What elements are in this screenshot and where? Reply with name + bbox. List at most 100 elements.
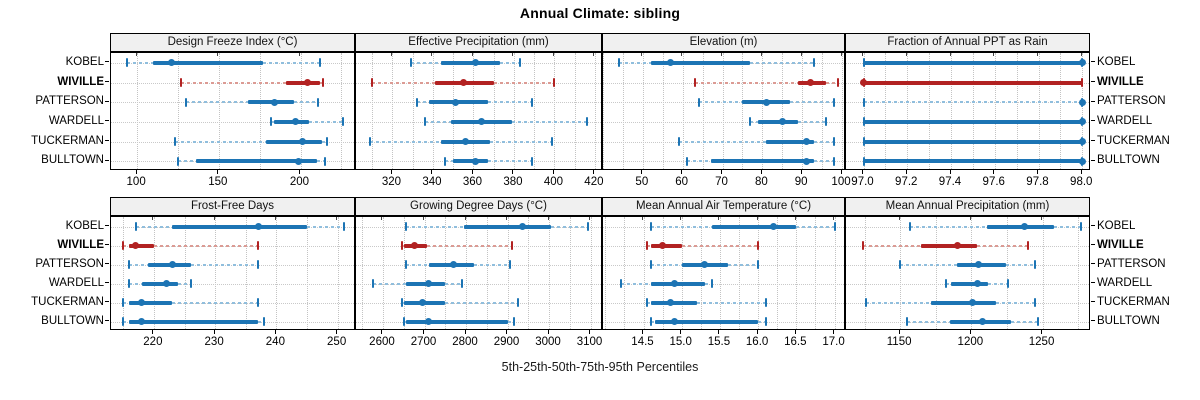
median-dot <box>518 223 526 230</box>
x-gridline <box>603 53 604 169</box>
x-gridline <box>951 53 952 169</box>
median-dot <box>461 138 469 145</box>
whisker-line <box>988 282 1009 285</box>
interquartile-bar <box>710 159 815 164</box>
x-axis-tick <box>512 170 514 174</box>
station-label-right: WARDELL <box>1097 114 1153 127</box>
whisker-cap-high <box>1007 279 1010 288</box>
interquartile-bar <box>172 224 307 229</box>
median-dot <box>425 280 433 287</box>
panel-strip-label: Design Freeze Index (°C) <box>167 36 298 48</box>
interquartile-bar <box>405 319 508 324</box>
station-label-right: PATTERSON <box>1097 257 1166 270</box>
y-axis-tick-left <box>105 301 109 302</box>
x-gridline <box>885 53 887 169</box>
y-axis-tick-right <box>1091 159 1095 161</box>
median-dot <box>138 318 146 325</box>
median-dot <box>168 261 176 268</box>
x-axis-tick-label: 200 <box>289 176 310 188</box>
median-dot <box>973 280 981 287</box>
whisker-line <box>507 320 514 323</box>
x-axis-tick-label: 2600 <box>369 336 395 348</box>
x-gridline <box>153 217 155 329</box>
median-dot <box>418 299 426 306</box>
y-axis-tick-left <box>105 100 109 102</box>
panel-plot <box>845 52 1090 170</box>
whisker-cap-low <box>650 317 653 326</box>
whisker-line <box>424 120 452 123</box>
x-gridline <box>605 217 607 329</box>
x-axis-tick-top <box>680 217 682 220</box>
x-axis-tick <box>547 330 549 334</box>
median-dot <box>666 299 674 306</box>
median-dot <box>667 59 675 67</box>
whisker-line <box>750 120 759 123</box>
x-gridline <box>534 53 536 169</box>
median-dot <box>670 280 678 287</box>
station-label-right: TUCKERMAN <box>1097 295 1170 308</box>
whisker-cap-low <box>617 58 620 68</box>
x-axis-tick-top <box>135 53 137 56</box>
x-axis-tick <box>1037 170 1038 174</box>
whisker-line <box>178 282 191 285</box>
whisker-cap-high <box>263 317 266 326</box>
whisker-line <box>123 301 130 304</box>
whisker-cap-high <box>1037 317 1040 326</box>
x-gridline <box>137 53 139 169</box>
station-label-left: TUCKERMAN <box>31 134 104 147</box>
x-gridline <box>702 53 704 169</box>
x-gridline <box>815 217 817 329</box>
x-axis-tick-label: 16.5 <box>784 336 807 348</box>
y-axis-tick-left <box>105 244 109 245</box>
x-axis-tick <box>506 330 508 334</box>
whisker-line <box>403 320 406 323</box>
station-label-left: KOBEL <box>65 219 104 232</box>
x-gridline <box>642 53 644 169</box>
x-axis-tick <box>298 170 300 174</box>
whisker-cap-low <box>423 117 426 127</box>
whisker-cap-high <box>711 279 714 288</box>
x-axis-tick <box>274 330 276 334</box>
whisker-cap-low <box>400 298 403 307</box>
station-label-right: PATTERSON <box>1097 95 1166 108</box>
panel-strip: Mean Annual Precipitation (mm) <box>845 197 1090 216</box>
whisker-cap-low <box>404 222 407 231</box>
station-label-left: WARDELL <box>48 114 104 127</box>
x-axis-tick <box>760 170 762 174</box>
whisker-cap-low <box>185 97 188 107</box>
interquartile-bar <box>766 139 815 144</box>
x-gridline <box>929 53 931 169</box>
y-axis-tick-left <box>105 140 109 141</box>
x-axis-tick-label: 380 <box>503 176 523 188</box>
x-axis-tick-top <box>756 217 758 220</box>
x-axis-tick-label: 100 <box>831 176 851 188</box>
y-axis-tick-right <box>1091 320 1095 321</box>
whisker-line <box>153 244 258 247</box>
whisker-cap-high <box>1081 78 1084 87</box>
x-gridline <box>403 217 405 329</box>
median-dot <box>254 223 262 230</box>
whisker-line <box>127 61 154 64</box>
whisker-line <box>177 160 196 163</box>
station-label-left: BULLTOWN <box>41 314 104 327</box>
x-axis-tick-top <box>1041 217 1043 220</box>
whisker-cap-high <box>189 279 192 288</box>
x-axis-tick <box>217 170 219 174</box>
interquartile-bar <box>463 224 552 229</box>
x-gridline <box>643 217 645 329</box>
whisker-cap-low <box>677 137 680 146</box>
x-axis-tick-label: 97.0 <box>851 176 874 188</box>
x-gridline <box>574 53 576 169</box>
whisker-cap-high <box>833 137 836 146</box>
x-gridline <box>215 217 217 329</box>
x-gridline <box>594 53 596 169</box>
panel-strip: Frost-Free Days <box>110 197 355 216</box>
x-gridline <box>300 53 302 169</box>
x-axis-tick-label: 15.5 <box>707 336 731 348</box>
whisker-cap-high <box>531 156 534 166</box>
whisker-line <box>493 81 555 84</box>
whisker-line <box>1011 320 1039 323</box>
x-gridline <box>1016 53 1018 169</box>
whisker-line <box>647 301 652 304</box>
x-gridline <box>453 53 455 169</box>
